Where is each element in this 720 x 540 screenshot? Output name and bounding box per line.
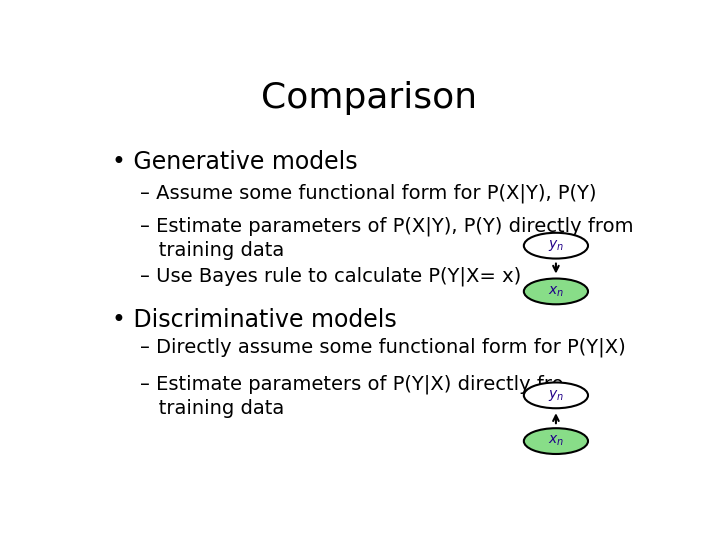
Text: – Estimate parameters of P(X|Y), P(Y) directly from
   training data: – Estimate parameters of P(X|Y), P(Y) di… (140, 217, 634, 260)
Ellipse shape (524, 233, 588, 259)
Text: $y_n$: $y_n$ (548, 238, 564, 253)
Text: $x_n$: $x_n$ (548, 434, 564, 448)
Text: • Discriminative models: • Discriminative models (112, 308, 397, 332)
Ellipse shape (524, 428, 588, 454)
Text: $x_n$: $x_n$ (548, 284, 564, 299)
Text: – Estimate parameters of P(Y|X) directly fro
   training data: – Estimate parameters of P(Y|X) directly… (140, 375, 564, 417)
Text: • Generative models: • Generative models (112, 150, 358, 174)
Ellipse shape (524, 382, 588, 408)
Text: $y_n$: $y_n$ (548, 388, 564, 403)
Text: Comparison: Comparison (261, 82, 477, 116)
Text: – Use Bayes rule to calculate P(Y|X= x): – Use Bayes rule to calculate P(Y|X= x) (140, 266, 521, 286)
Text: – Directly assume some functional form for P(Y|X): – Directly assume some functional form f… (140, 337, 626, 356)
Text: – Assume some functional form for P(X|Y), P(Y): – Assume some functional form for P(X|Y)… (140, 183, 597, 203)
Ellipse shape (524, 279, 588, 305)
